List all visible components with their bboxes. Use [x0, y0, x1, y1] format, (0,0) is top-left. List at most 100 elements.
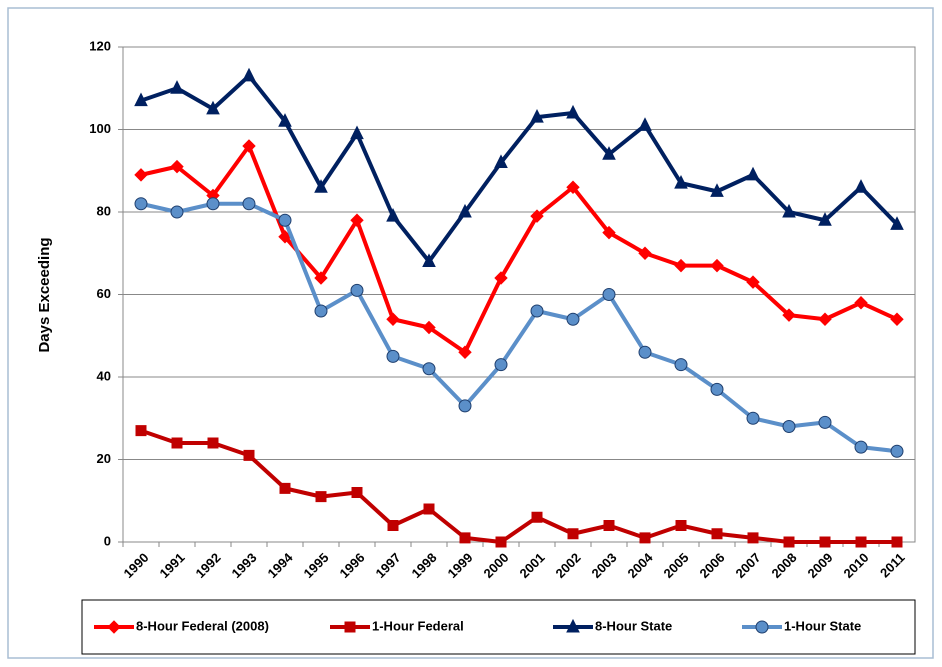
data-point	[386, 208, 400, 222]
series-line	[140, 144, 898, 355]
series-line	[140, 201, 898, 454]
data-point	[494, 271, 508, 285]
data-point	[602, 288, 616, 301]
data-point	[782, 308, 796, 322]
data-point	[890, 216, 904, 230]
data-point	[386, 312, 400, 326]
data-point	[566, 180, 580, 194]
data-point	[458, 345, 472, 359]
data-point	[602, 146, 616, 160]
data-point	[530, 209, 544, 223]
data-point	[638, 246, 652, 260]
data-point	[278, 113, 292, 127]
legend-label: 1-Hour State	[784, 618, 861, 633]
data-point	[422, 362, 436, 376]
data-point	[711, 528, 723, 540]
data-point	[567, 528, 579, 540]
legend-label: 1-Hour Federal	[372, 618, 464, 633]
data-point	[783, 536, 795, 548]
data-point	[314, 304, 328, 318]
data-point	[710, 183, 724, 197]
data-point	[242, 67, 256, 82]
data-point	[494, 358, 508, 372]
data-point	[495, 536, 507, 548]
data-point	[458, 399, 472, 413]
legend-label: 8-Hour Federal (2008)	[136, 618, 269, 633]
series-line	[140, 428, 897, 544]
data-point	[854, 179, 868, 193]
data-point	[350, 125, 364, 140]
data-point	[638, 117, 652, 131]
data-point	[170, 205, 184, 219]
data-point	[206, 100, 220, 115]
data-point	[422, 253, 436, 267]
y-tick-label: 80	[97, 203, 111, 218]
data-point	[638, 345, 652, 359]
data-point	[674, 258, 688, 273]
legend-marker	[755, 620, 769, 634]
data-point	[422, 320, 436, 335]
data-point	[279, 482, 291, 494]
data-point	[170, 80, 184, 94]
data-point	[134, 197, 148, 211]
data-point	[530, 109, 544, 123]
data-point	[530, 304, 544, 318]
data-point	[278, 213, 292, 227]
data-point	[386, 349, 400, 363]
data-point	[242, 197, 256, 211]
legend-marker	[344, 621, 356, 633]
data-point	[135, 425, 147, 437]
y-tick-label: 60	[97, 286, 111, 301]
data-point	[854, 440, 868, 454]
legend-label: 8-Hour State	[595, 618, 672, 633]
data-point	[350, 213, 364, 227]
legend-marker	[566, 618, 580, 633]
data-point	[603, 520, 615, 531]
data-point	[243, 449, 255, 461]
data-point	[458, 203, 472, 218]
data-point	[746, 411, 760, 425]
data-point	[314, 179, 328, 193]
data-point	[566, 312, 580, 326]
data-point	[819, 536, 831, 548]
data-point	[423, 503, 435, 515]
data-point	[710, 382, 724, 396]
chart-border	[7, 7, 934, 659]
data-point	[818, 415, 832, 429]
data-point	[746, 275, 760, 289]
data-point	[675, 520, 687, 531]
data-point	[674, 175, 688, 189]
data-point	[855, 536, 867, 548]
data-point	[315, 491, 327, 503]
data-point	[170, 159, 184, 174]
data-point	[494, 154, 508, 168]
data-point	[602, 225, 616, 240]
data-point	[207, 437, 219, 449]
data-point	[782, 203, 796, 218]
data-point	[890, 312, 904, 326]
data-point	[566, 104, 580, 119]
data-point	[350, 283, 364, 297]
data-point	[854, 296, 868, 310]
data-point	[351, 487, 363, 498]
data-point	[387, 520, 399, 531]
data-point	[134, 92, 148, 107]
y-tick-label: 20	[97, 451, 111, 466]
data-point	[134, 168, 148, 182]
data-point	[242, 139, 256, 153]
y-tick-label: 100	[89, 121, 111, 136]
data-point	[710, 258, 724, 273]
data-point	[314, 271, 328, 285]
data-point	[818, 312, 832, 326]
data-point	[674, 358, 688, 372]
y-tick-label: 0	[104, 533, 111, 548]
data-point	[459, 532, 471, 544]
data-point	[818, 212, 832, 226]
series-line	[140, 73, 899, 264]
y-tick-label: 120	[89, 38, 111, 53]
data-point	[890, 444, 904, 458]
data-point	[782, 420, 796, 433]
data-point	[206, 197, 220, 211]
y-axis-label: Days Exceeding	[36, 237, 53, 352]
